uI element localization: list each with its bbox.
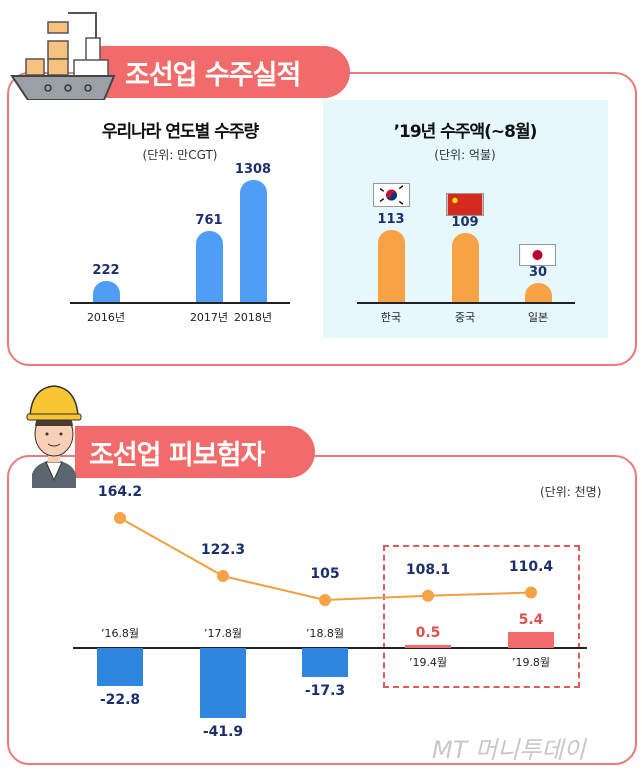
category-label: 중국 — [454, 311, 476, 324]
category-label: 2016년 — [86, 311, 126, 324]
value-label: 761 — [195, 212, 223, 228]
period-label: ’18.8월 — [305, 627, 345, 640]
bar-value-label: -17.3 — [304, 683, 346, 700]
chart2-unit: (단위: 억불) — [434, 148, 496, 162]
bar-value-label: 0.5 — [415, 625, 441, 641]
line-value-label: 164.2 — [97, 484, 143, 500]
period-label: ’16.8월 — [100, 627, 140, 640]
category-label: 2017년 — [189, 311, 229, 324]
watermark: MT 머니투데이 — [432, 736, 586, 764]
line-point — [114, 512, 126, 525]
highlight-box — [383, 545, 580, 688]
japan-flag-icon — [519, 244, 556, 266]
bar — [452, 232, 479, 302]
negative-bar — [302, 648, 348, 678]
value-label: 109 — [451, 214, 479, 230]
orders-section-title: 조선업 수주실적 — [100, 46, 350, 98]
bar-value-label: -22.8 — [99, 692, 141, 709]
positive-bar — [508, 632, 554, 648]
insured-title-text: 조선업 피보험자 — [89, 439, 265, 471]
orders-title-text: 조선업 수주실적 — [125, 59, 301, 91]
chart1-unit: (단위: 만CGT) — [142, 148, 218, 162]
line-value-label: 108.1 — [405, 561, 451, 578]
positive-bar — [405, 645, 451, 648]
value-label: 222 — [92, 263, 120, 279]
line-point — [422, 589, 434, 602]
value-label: 1308 — [234, 161, 272, 177]
category-label: 2018년 — [233, 311, 273, 324]
line-value-label: 105 — [310, 566, 340, 582]
insured-panel — [7, 455, 637, 765]
category-label: 한국 — [380, 311, 402, 324]
korea-flag-icon — [373, 183, 410, 207]
chart1-axis — [70, 302, 290, 304]
chart1-title: 우리나라 연도별 수주량 — [101, 122, 259, 142]
bar — [240, 179, 267, 302]
category-label: 일본 — [527, 311, 549, 324]
chart2-title: ’19년 수주액(~8월) — [393, 122, 538, 142]
line-point — [319, 594, 331, 606]
insured-unit: (단위: 천명) — [540, 485, 602, 499]
ship-icon — [10, 12, 116, 100]
negative-bar — [200, 648, 246, 719]
worker-icon — [26, 385, 82, 488]
bar — [196, 230, 223, 302]
chart2-axis — [357, 302, 575, 304]
bar — [378, 230, 405, 302]
bar-value-label: -41.9 — [202, 724, 244, 741]
insured-section-title: 조선업 피보험자 — [75, 426, 315, 478]
bar — [525, 282, 552, 302]
line-value-label: 110.4 — [508, 558, 554, 575]
period-label: ’19.8월 — [511, 656, 551, 669]
negative-bar — [97, 648, 143, 687]
period-label: ’17.8월 — [203, 627, 243, 640]
period-label: ’19.4월 — [408, 656, 448, 669]
line-point — [217, 570, 229, 583]
bar — [93, 281, 120, 302]
line-value-label: 122.3 — [200, 542, 246, 559]
bar-value-label: 5.4 — [518, 612, 544, 629]
series-line — [119, 517, 532, 602]
value-label: 30 — [528, 264, 548, 280]
china-flag-icon — [446, 193, 484, 216]
line-point — [525, 586, 537, 599]
value-label: 113 — [377, 212, 405, 228]
